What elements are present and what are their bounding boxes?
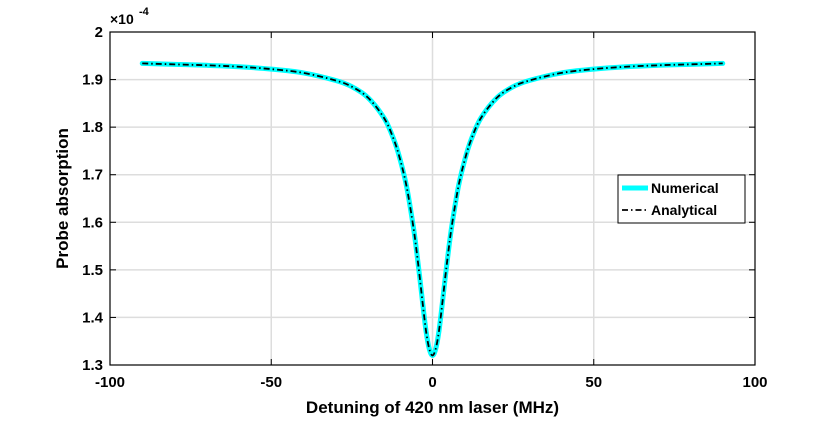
y-tick-label: 1.4: [82, 309, 104, 326]
x-tick-label: -50: [260, 374, 282, 391]
grid-lines: [110, 32, 755, 365]
y-tick-label: 1.8: [82, 119, 103, 136]
x-tick-label: 0: [428, 374, 436, 391]
legend-label-analytical: Analytical: [651, 202, 717, 218]
legend-label-numerical: Numerical: [651, 180, 719, 196]
legend: Numerical Analytical: [617, 174, 746, 224]
x-axis-label: Detuning of 420 nm laser (MHz): [306, 398, 559, 417]
legend-box: [617, 174, 746, 224]
x-tick-label: -100: [95, 374, 125, 391]
y-tick-label: 1.7: [82, 167, 103, 184]
y-axis-label: Probe absorption: [53, 128, 72, 269]
y-tick-label: 1.6: [82, 214, 103, 231]
y-tick-label: 2: [95, 24, 103, 41]
y-tick-label: 1.5: [82, 262, 103, 279]
y-exponent-power: -4: [139, 6, 150, 18]
y-exponent-multiplier: ×10: [110, 11, 134, 27]
y-tick-label: 1.9: [82, 72, 103, 89]
y-tick-label: 1.3: [82, 357, 103, 374]
tick-layer: -100 -50 0 50 100 1.3 1.4 1.5 1.6 1.7 1.8 1.9 2: [82, 24, 767, 391]
x-tick-label: 50: [585, 374, 602, 391]
series-line-analytical: [142, 62, 723, 357]
x-tick-label: 100: [742, 374, 767, 391]
series-layer: [139, 60, 726, 358]
